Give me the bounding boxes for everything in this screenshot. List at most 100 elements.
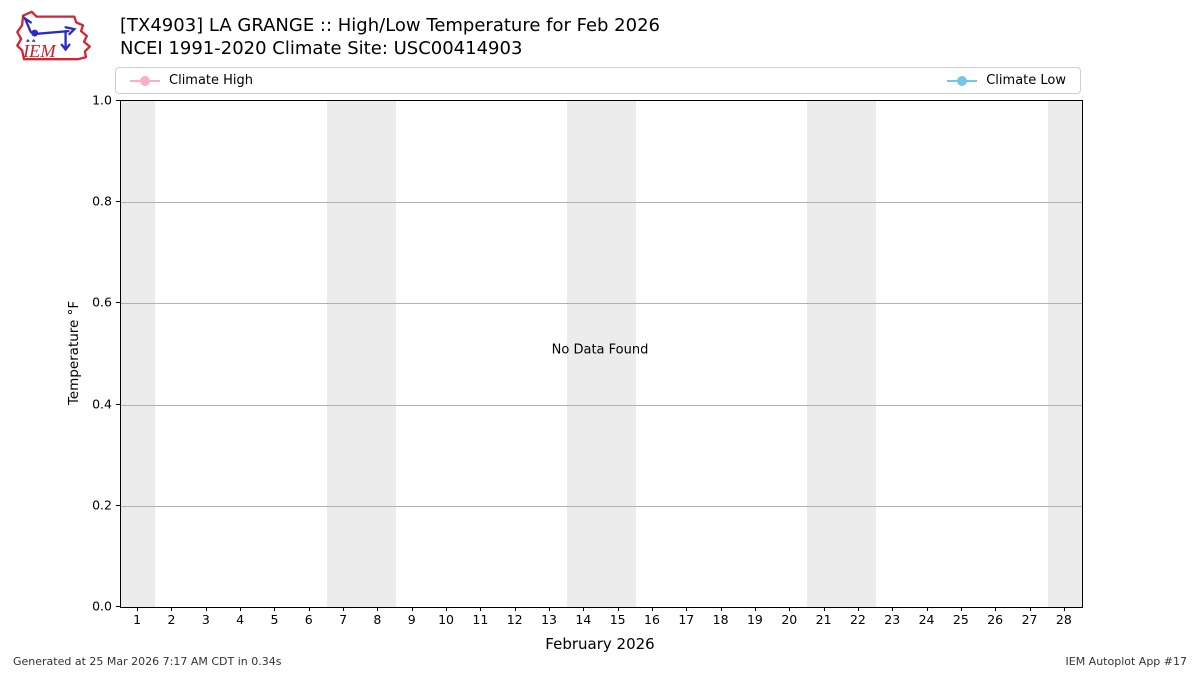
x-tick-label: 9 — [407, 612, 416, 627]
climate-low-marker-icon — [947, 75, 978, 86]
x-tick-mark — [274, 607, 276, 611]
x-tick-label: 28 — [1055, 612, 1072, 627]
x-tick-label: 2 — [167, 612, 176, 627]
weekend-band — [807, 101, 877, 607]
x-tick-label: 10 — [438, 612, 454, 627]
x-axis-label: February 2026 — [545, 635, 655, 653]
y-tick-mark — [116, 302, 120, 304]
legend: Climate High Climate Low — [115, 67, 1081, 94]
legend-item-climate-high: Climate High — [130, 73, 253, 88]
x-tick-mark — [1063, 607, 1065, 611]
x-tick-label: 11 — [472, 612, 489, 627]
x-tick-label: 6 — [304, 612, 313, 627]
x-tick-mark — [308, 607, 310, 611]
anemometer-hub-icon — [31, 29, 39, 37]
x-tick-mark — [651, 607, 653, 611]
x-tick-mark — [823, 607, 825, 611]
x-tick-mark — [926, 607, 928, 611]
x-tick-label: 4 — [236, 612, 245, 627]
y-tick-mark — [116, 403, 120, 405]
y-tick-label: 0.2 — [92, 497, 112, 513]
y-tick-label: 0.6 — [92, 294, 112, 310]
weekend-band — [567, 101, 636, 607]
x-tick-mark — [995, 607, 997, 611]
x-tick-mark — [514, 607, 516, 611]
x-tick-mark — [720, 607, 722, 611]
x-tick-label: 23 — [884, 612, 901, 627]
iem-logo-text: IEM — [22, 41, 57, 61]
x-tick-mark — [1029, 607, 1031, 611]
x-tick-mark — [171, 607, 173, 611]
app-credit: IEM Autoplot App #17 — [1065, 655, 1188, 668]
x-tick-mark — [892, 607, 894, 611]
x-tick-mark — [446, 607, 448, 611]
x-tick-label: 19 — [746, 612, 763, 627]
y-gridline — [121, 505, 1082, 507]
legend-label-climate-low: Climate Low — [986, 73, 1066, 88]
y-tick-label: 0.8 — [92, 193, 112, 209]
x-tick-label: 3 — [201, 612, 210, 627]
x-tick-label: 12 — [506, 612, 523, 627]
legend-item-climate-low: Climate Low — [947, 73, 1066, 88]
y-tick-label: 0.0 — [92, 598, 112, 614]
x-tick-label: 27 — [1021, 612, 1038, 627]
climate-high-marker-icon — [130, 75, 160, 86]
x-tick-mark — [857, 607, 859, 611]
x-tick-label: 15 — [609, 612, 626, 627]
generated-timestamp: Generated at 25 Mar 2026 7:17 AM CDT in … — [13, 655, 282, 668]
x-tick-mark — [343, 607, 345, 611]
x-tick-label: 21 — [815, 612, 832, 627]
chart-title: [TX4903] LA GRANGE :: High/Low Temperatu… — [120, 15, 660, 36]
x-tick-label: 8 — [373, 612, 382, 627]
y-tick-mark — [116, 504, 120, 506]
x-tick-label: 7 — [339, 612, 348, 627]
y-gridline — [121, 303, 1082, 305]
x-tick-label: 16 — [644, 612, 660, 627]
plot-area — [120, 100, 1083, 608]
y-axis-label: Temperature °F — [66, 300, 82, 406]
x-tick-label: 13 — [541, 612, 557, 627]
x-tick-mark — [583, 607, 585, 611]
y-tick-label: 1.0 — [92, 92, 112, 108]
x-tick-label: 17 — [678, 612, 695, 627]
x-tick-mark — [960, 607, 962, 611]
y-gridline — [121, 202, 1082, 204]
x-tick-label: 14 — [575, 612, 592, 627]
x-tick-label: 5 — [270, 612, 279, 627]
x-tick-label: 20 — [781, 612, 798, 627]
y-tick-mark — [116, 201, 120, 203]
x-tick-mark — [240, 607, 242, 611]
x-tick-mark — [686, 607, 688, 611]
logo-dots-icon — [25, 38, 36, 42]
x-tick-label: 1 — [133, 612, 142, 627]
x-tick-mark — [789, 607, 791, 611]
y-tick-label: 0.4 — [92, 396, 112, 412]
legend-label-climate-high: Climate High — [169, 73, 254, 88]
x-tick-label: 25 — [952, 612, 969, 627]
x-tick-label: 22 — [849, 612, 866, 627]
y-tick-mark — [116, 606, 120, 607]
x-tick-mark — [137, 607, 139, 611]
x-tick-mark — [754, 607, 756, 611]
no-data-message: No Data Found — [551, 342, 649, 358]
weekend-band — [326, 101, 396, 607]
x-tick-mark — [480, 607, 482, 611]
chart-subtitle: NCEI 1991-2020 Climate Site: USC00414903 — [120, 38, 523, 59]
x-tick-label: 18 — [712, 612, 729, 627]
y-tick-mark — [116, 100, 120, 101]
x-tick-label: 26 — [987, 612, 1004, 627]
weekend-band — [1047, 101, 1082, 607]
x-tick-mark — [549, 607, 551, 611]
x-tick-mark — [411, 607, 413, 611]
x-tick-mark — [205, 607, 207, 611]
y-gridline — [121, 404, 1082, 406]
x-tick-mark — [377, 607, 379, 611]
x-tick-label: 24 — [918, 612, 935, 627]
weekend-band — [121, 101, 156, 607]
iem-logo: IEM — [10, 6, 98, 64]
weather-station-icon — [22, 15, 77, 52]
x-tick-mark — [617, 607, 619, 611]
title-block: [TX4903] LA GRANGE :: High/Low Temperatu… — [120, 14, 660, 60]
iowa-outline-icon: IEM — [16, 10, 91, 61]
